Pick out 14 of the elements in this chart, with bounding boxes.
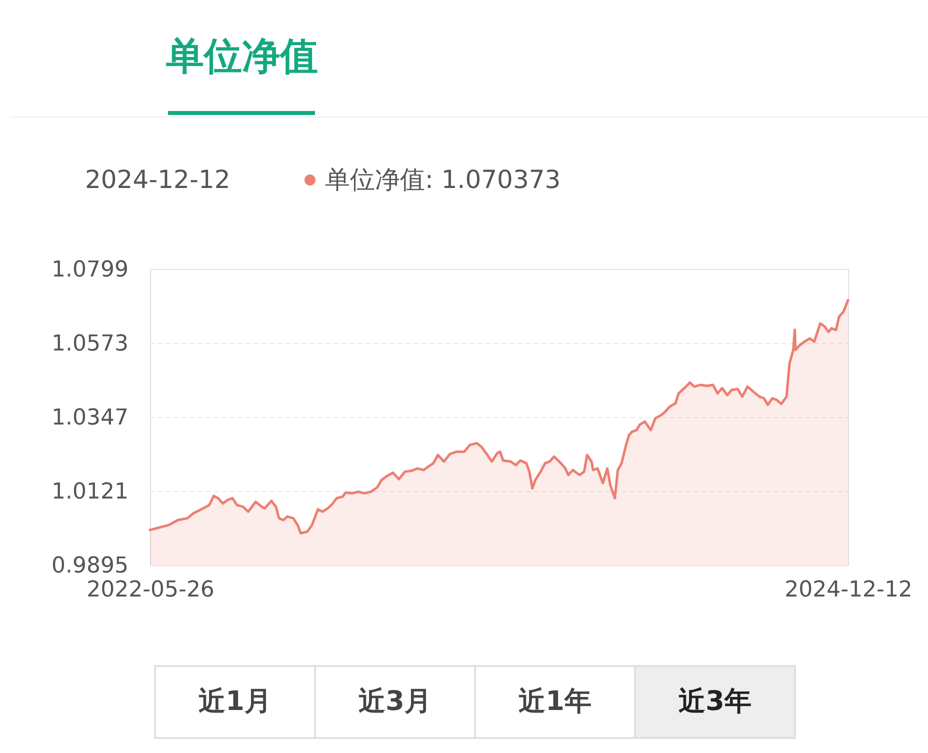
y-tick-label: 1.0799 bbox=[52, 258, 128, 282]
text: 近3月 bbox=[358, 686, 432, 717]
chart-title: 单位净值 bbox=[165, 34, 318, 78]
y-tick-label: 1.0573 bbox=[52, 332, 128, 356]
x-tick-label: 2022-05-26 bbox=[86, 578, 214, 602]
text: 近1月 bbox=[198, 686, 272, 717]
y-tick-label: 1.0121 bbox=[52, 480, 128, 504]
text: : 1.070373 bbox=[425, 165, 561, 194]
y-tick-label: 0.9895 bbox=[52, 554, 128, 578]
text: 2024-12-12 bbox=[85, 165, 230, 194]
text: 近1年 bbox=[518, 686, 592, 717]
legend-label: 单位净值 bbox=[325, 165, 425, 194]
y-tick-label: 1.0347 bbox=[52, 406, 128, 430]
text: 近3年 bbox=[678, 686, 752, 717]
